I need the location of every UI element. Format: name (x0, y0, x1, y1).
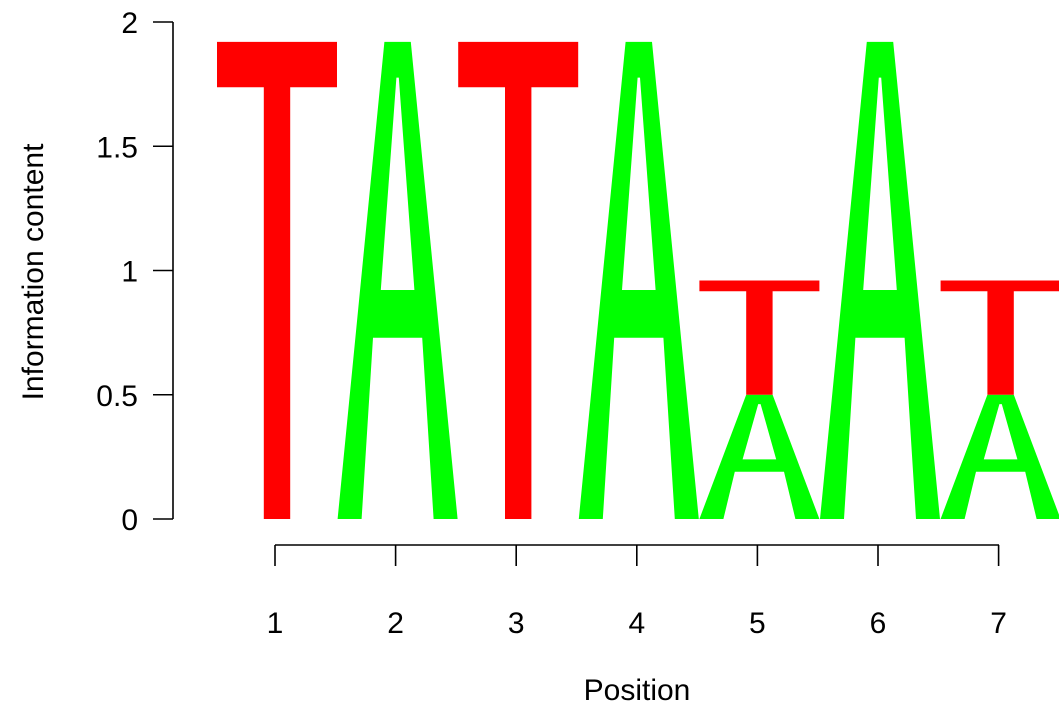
logo-letter-t-pos-1 (217, 41, 337, 519)
logo-letter-a-pos-6 (820, 41, 940, 519)
logo-letter-a-pos-7 (940, 394, 1059, 520)
logo-letter-t-pos-3 (458, 41, 579, 519)
x-tick-label: 2 (387, 607, 404, 640)
y-axis: 0 0.5 1 1.5 2 (96, 7, 174, 537)
y-tick-label: 0 (121, 504, 138, 537)
y-tick-label: 1 (121, 256, 138, 289)
x-tick-label: 4 (628, 607, 645, 640)
y-tick-label: 2 (121, 7, 138, 40)
x-tick-label: 7 (990, 607, 1007, 640)
x-axis-title: Position (584, 674, 691, 707)
x-tick-label: 5 (749, 607, 766, 640)
x-tick-label: 3 (508, 607, 525, 640)
x-axis: 1 2 3 4 5 6 7 (267, 544, 1007, 640)
logo-letter-t-pos-7 (940, 280, 1059, 395)
logo-letters (217, 41, 1059, 520)
y-tick-label: 0.5 (96, 380, 138, 413)
logo-letter-a-pos-4 (578, 41, 699, 519)
logo-letter-a-pos-5 (699, 394, 820, 519)
logo-letter-a-pos-2 (337, 41, 458, 519)
y-axis-title: Information content (17, 143, 50, 400)
x-tick-label: 1 (267, 607, 284, 640)
logo-letter-t-pos-5 (699, 280, 820, 395)
x-tick-label: 6 (870, 607, 887, 640)
y-tick-label: 1.5 (96, 131, 138, 164)
